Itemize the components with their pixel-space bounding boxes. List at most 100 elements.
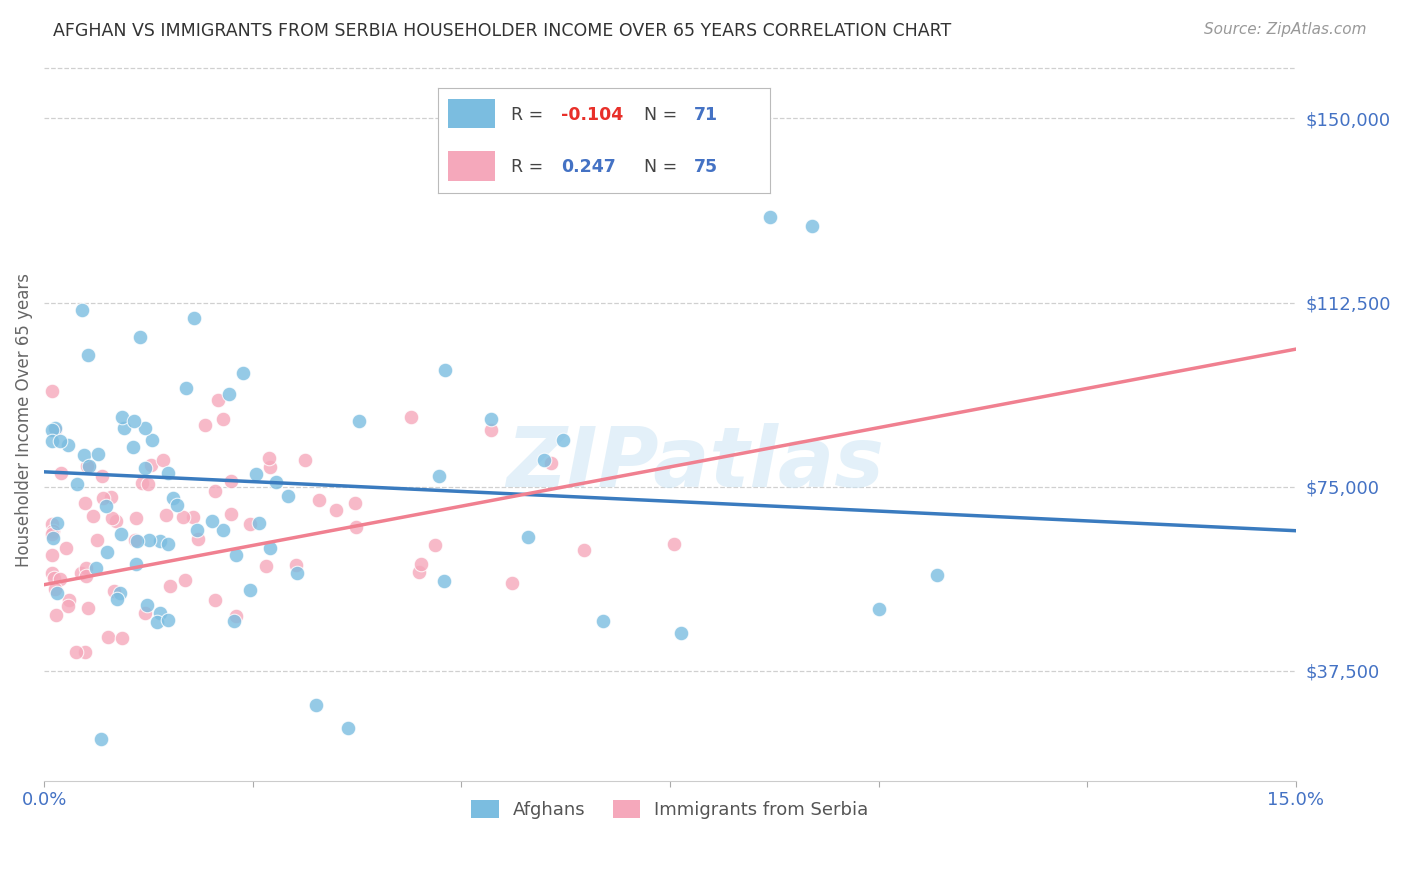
Point — [149, 533, 172, 548]
Point — [73, 448, 96, 462]
Point — [41, 526, 63, 541]
Point — [800, 219, 823, 234]
Point — [94, 499, 117, 513]
Point — [136, 476, 159, 491]
Point — [308, 493, 330, 508]
Point — [46, 516, 69, 530]
Point — [138, 533, 160, 547]
Point — [285, 566, 308, 580]
Point — [100, 490, 122, 504]
Point — [254, 559, 277, 574]
Point — [45, 607, 67, 622]
Point — [42, 532, 65, 546]
Point — [245, 467, 267, 481]
Point — [111, 409, 134, 424]
Legend: Afghans, Immigrants from Serbia: Afghans, Immigrants from Serbia — [464, 792, 876, 826]
Point — [434, 363, 457, 377]
Point — [156, 613, 179, 627]
Point — [101, 511, 124, 525]
Point — [76, 458, 98, 473]
Point — [41, 434, 63, 449]
Point — [259, 460, 281, 475]
Point — [44, 571, 66, 585]
Point — [76, 348, 98, 362]
Point — [110, 526, 132, 541]
Point — [183, 311, 205, 326]
Point — [56, 599, 79, 614]
Point — [105, 592, 128, 607]
Point — [41, 548, 63, 562]
Point — [44, 421, 66, 435]
Point — [44, 424, 66, 438]
Point — [669, 625, 692, 640]
Point — [41, 516, 63, 531]
Point — [925, 567, 948, 582]
Point — [96, 544, 118, 558]
Point — [239, 517, 262, 532]
Point — [219, 507, 242, 521]
Point — [325, 503, 347, 517]
Text: Source: ZipAtlas.com: Source: ZipAtlas.com — [1204, 22, 1367, 37]
Point — [134, 606, 156, 620]
Point — [108, 586, 131, 600]
Point — [166, 498, 188, 512]
Point — [232, 366, 254, 380]
Point — [45, 586, 67, 600]
Point — [305, 698, 328, 712]
Point — [225, 548, 247, 562]
Point — [134, 420, 156, 434]
Point — [201, 514, 224, 528]
Point — [44, 582, 66, 597]
Point — [172, 509, 194, 524]
Point — [218, 387, 240, 401]
Point — [73, 495, 96, 509]
Point — [868, 602, 890, 616]
Point — [84, 561, 107, 575]
Point — [91, 491, 114, 506]
Point — [103, 584, 125, 599]
Point — [344, 520, 367, 534]
Point — [65, 644, 87, 658]
Point — [156, 537, 179, 551]
Point — [257, 451, 280, 466]
Point — [77, 459, 100, 474]
Point — [540, 456, 562, 470]
Point — [429, 469, 451, 483]
Point — [48, 572, 70, 586]
Point — [41, 566, 63, 580]
Point — [408, 566, 430, 580]
Point — [129, 330, 152, 344]
Point — [219, 474, 242, 488]
Point — [174, 381, 197, 395]
Point — [112, 421, 135, 435]
Point — [194, 417, 217, 432]
Point — [122, 414, 145, 428]
Point — [97, 630, 120, 644]
Point — [49, 434, 72, 449]
Point — [104, 514, 127, 528]
Point — [186, 524, 208, 538]
Point — [75, 569, 97, 583]
Point — [425, 538, 447, 552]
Point — [204, 484, 226, 499]
Point — [574, 543, 596, 558]
Point — [533, 453, 555, 467]
Point — [157, 467, 180, 481]
Point — [759, 210, 782, 224]
Point — [225, 609, 247, 624]
Point — [479, 411, 502, 425]
Point — [239, 582, 262, 597]
Text: AFGHAN VS IMMIGRANTS FROM SERBIA HOUSEHOLDER INCOME OVER 65 YEARS CORRELATION CH: AFGHAN VS IMMIGRANTS FROM SERBIA HOUSEHO… — [53, 22, 952, 40]
Point — [149, 607, 172, 621]
Point — [122, 440, 145, 454]
Point — [90, 468, 112, 483]
Point — [187, 533, 209, 547]
Point — [751, 136, 773, 150]
Point — [553, 433, 575, 447]
Point — [72, 303, 94, 318]
Point — [264, 475, 287, 489]
Point — [174, 574, 197, 588]
Point — [141, 433, 163, 447]
Text: ZIPatlas: ZIPatlas — [506, 423, 884, 504]
Point — [134, 461, 156, 475]
